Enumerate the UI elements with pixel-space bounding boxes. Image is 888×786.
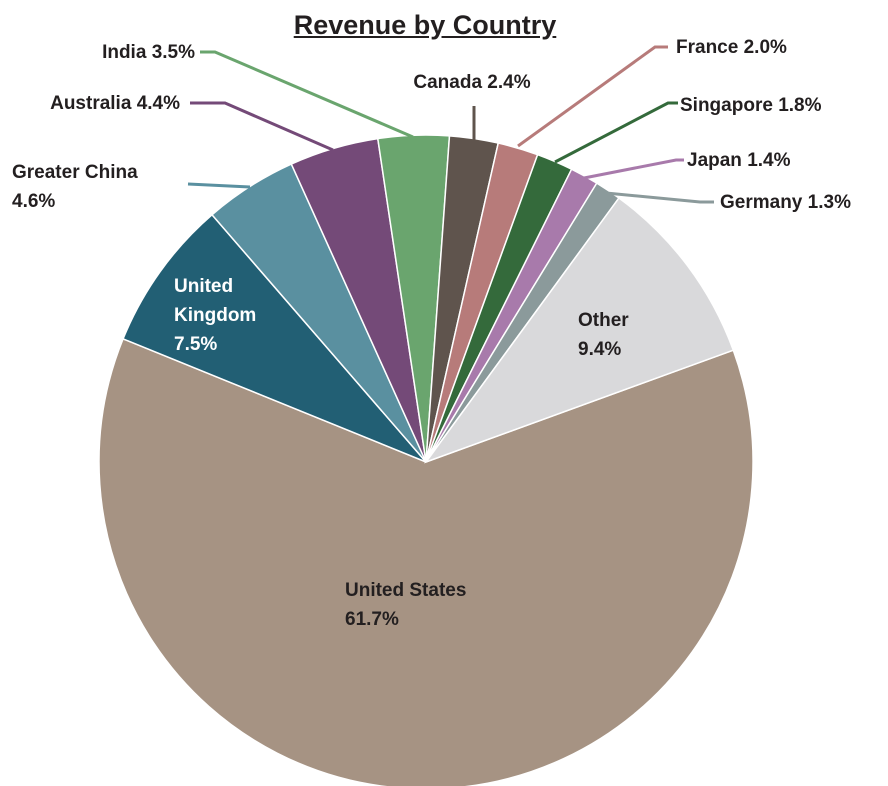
value-label: 4.4% <box>136 92 180 114</box>
leader-line <box>187 182 251 189</box>
category-label: Canada <box>413 71 483 93</box>
value-label: 2.4% <box>487 71 531 93</box>
category-label: India <box>102 41 147 63</box>
slice-label: Japan 1.4% <box>687 146 791 175</box>
pie-slice <box>122 213 427 463</box>
slice-label: United Kingdom 7.5% <box>174 272 264 359</box>
leader-line <box>583 158 684 180</box>
slice-label: Australia 4.4% <box>50 89 180 118</box>
leader-line <box>200 50 414 139</box>
value-label: 4.6% <box>12 190 56 212</box>
slice-label: India 3.5% <box>102 38 195 67</box>
category-label: Germany <box>720 191 803 213</box>
chart-title: Revenue by Country <box>293 10 557 40</box>
pie-slice <box>98 337 754 786</box>
category-label: Australia <box>50 92 132 114</box>
category-label: United Kingdom <box>174 275 257 326</box>
pie-slice <box>423 196 735 464</box>
leader-line <box>517 45 668 148</box>
category-label: Greater China <box>12 161 138 183</box>
slice-label: Other 9.4% <box>578 306 629 364</box>
value-label: 2.0% <box>743 36 787 58</box>
leader-line <box>605 191 714 204</box>
value-label: 61.7% <box>345 608 399 630</box>
value-label: 9.4% <box>578 338 622 360</box>
value-label: 3.5% <box>151 41 195 63</box>
slice-label: Germany 1.3% <box>720 188 851 217</box>
leader-line <box>190 101 334 152</box>
category-label: Japan <box>687 149 742 171</box>
value-label: 1.8% <box>778 94 822 116</box>
slice-label: France 2.0% <box>676 33 787 62</box>
slice-label: United States 61.7% <box>345 576 466 634</box>
category-label: United States <box>345 579 467 601</box>
value-label: 7.5% <box>174 333 218 355</box>
slice-label: Greater China 4.6% <box>12 158 138 216</box>
category-label: France <box>676 36 739 58</box>
slice-label: Singapore 1.8% <box>680 91 822 120</box>
category-label: Singapore <box>680 94 773 116</box>
leader-line <box>554 101 678 164</box>
category-label: Other <box>578 309 629 331</box>
slice-label: Canada 2.4% <box>413 68 530 97</box>
value-label: 1.4% <box>747 149 791 171</box>
value-label: 1.3% <box>807 191 851 213</box>
